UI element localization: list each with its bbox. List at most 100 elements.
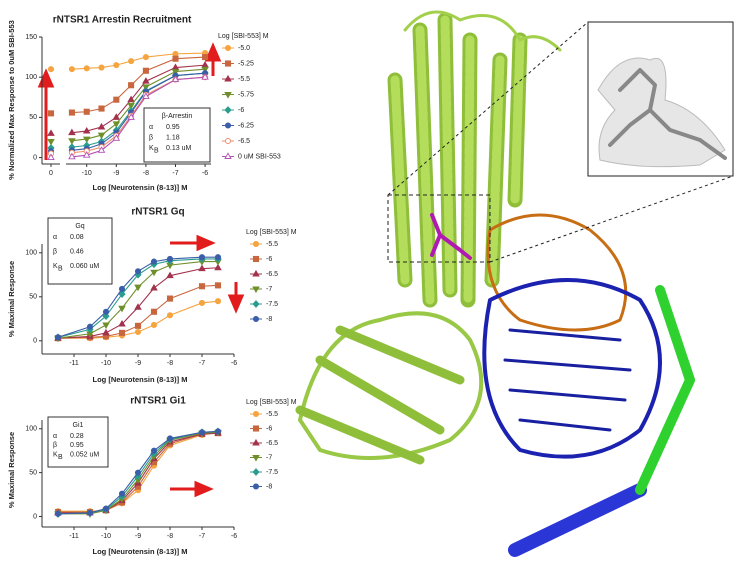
marker xyxy=(112,134,121,141)
zoom-line xyxy=(489,175,734,263)
marker xyxy=(118,319,126,327)
y-tick-label: 0 xyxy=(33,513,37,520)
marker xyxy=(172,55,179,62)
marker xyxy=(252,438,260,446)
marker xyxy=(150,308,158,315)
green-helix xyxy=(635,285,695,495)
x-tick-label: -7 xyxy=(199,360,205,367)
y-tick-label: 100 xyxy=(25,426,37,433)
x-tick-label: -6 xyxy=(202,170,208,177)
stat-value: 0.95 xyxy=(166,124,180,131)
marker xyxy=(82,126,91,134)
marker xyxy=(166,312,174,319)
marker xyxy=(113,62,120,69)
fusion-helix xyxy=(295,325,465,465)
g-protein-orange xyxy=(486,213,628,332)
g-protein-strands xyxy=(503,328,632,432)
marker xyxy=(150,447,158,454)
marker xyxy=(68,66,75,73)
receptor-loop xyxy=(403,10,562,52)
marker xyxy=(127,113,135,120)
x-tick-label: 0 xyxy=(49,170,53,177)
x-tick-label: -9 xyxy=(113,170,119,177)
x-tick-label: -8 xyxy=(143,170,149,177)
stat-symbol: β xyxy=(149,135,153,142)
marker xyxy=(68,109,75,116)
marker xyxy=(134,303,142,310)
marker xyxy=(68,152,76,160)
legend-label: -5.5 xyxy=(266,241,278,248)
marker xyxy=(128,58,135,65)
marker xyxy=(83,108,90,115)
marker xyxy=(201,61,209,68)
legend-label: 0 uM SBI-553 xyxy=(238,153,281,160)
marker xyxy=(198,429,206,436)
legend-title: Log [SBI-553] M xyxy=(246,399,297,406)
marker xyxy=(118,329,126,336)
marker xyxy=(252,300,260,308)
marker xyxy=(150,269,158,277)
marker xyxy=(252,483,260,490)
inset-box xyxy=(47,217,113,285)
marker xyxy=(102,322,110,330)
stat-value: 0.46 xyxy=(70,249,84,256)
marker xyxy=(142,54,149,61)
x-tick-label: -10 xyxy=(82,170,92,177)
marker xyxy=(97,122,106,130)
marker xyxy=(102,308,110,315)
ligand xyxy=(430,213,472,260)
chart-title: rNTSR1 Arrestin Recruitment xyxy=(53,15,192,26)
marker xyxy=(47,139,55,146)
stat-symbol: K xyxy=(53,263,58,270)
marker xyxy=(68,128,76,136)
marker xyxy=(252,455,260,462)
stat-value: 0.052 uM xyxy=(70,452,99,459)
zoom-line xyxy=(387,21,589,196)
marker xyxy=(224,122,232,129)
legend-label: -7.5 xyxy=(266,469,278,476)
legend-label: -6.5 xyxy=(266,271,278,278)
legend-label: -6 xyxy=(238,107,244,114)
marker xyxy=(252,269,260,277)
legend-label: -5.25 xyxy=(238,60,254,67)
marker xyxy=(224,74,232,82)
y-tick-label: 150 xyxy=(25,34,37,41)
y-tick-label: 100 xyxy=(25,250,37,257)
receptor-helix xyxy=(390,15,525,305)
legend-label: -6 xyxy=(266,256,272,263)
marker xyxy=(252,410,260,418)
marker xyxy=(252,240,260,248)
x-tick-label: -6 xyxy=(231,360,237,367)
x-tick-label: -11 xyxy=(69,533,79,540)
stat-subscript: B xyxy=(154,148,159,155)
marker xyxy=(112,121,121,128)
marker xyxy=(202,54,209,61)
marker xyxy=(134,322,142,329)
x-tick-label: -10 xyxy=(101,360,111,367)
marker xyxy=(98,64,105,71)
legend-label: -5.75 xyxy=(238,91,254,98)
marker xyxy=(214,263,222,271)
marker xyxy=(134,284,142,292)
marker xyxy=(118,285,126,292)
marker xyxy=(82,151,91,158)
marker xyxy=(166,255,174,263)
stat-value: 0.060 uM xyxy=(70,263,99,270)
marker xyxy=(134,469,142,476)
marker xyxy=(47,110,55,117)
stat-value: 0.13 uM xyxy=(166,145,191,152)
legend-label: -6 xyxy=(266,425,272,432)
arrow xyxy=(170,234,216,252)
y-axis-label: % Maximal Response xyxy=(7,261,16,337)
legend-title: Log [SBI-553] M xyxy=(246,229,297,236)
legend-label: -7.5 xyxy=(266,301,278,308)
marker xyxy=(224,60,232,67)
y-tick-label: 50 xyxy=(29,294,37,301)
marker xyxy=(224,44,232,52)
x-tick-label: -10 xyxy=(101,533,111,540)
x-tick-label: -6 xyxy=(231,533,237,540)
marker xyxy=(201,73,209,80)
marker xyxy=(118,290,126,299)
marker xyxy=(214,282,222,289)
